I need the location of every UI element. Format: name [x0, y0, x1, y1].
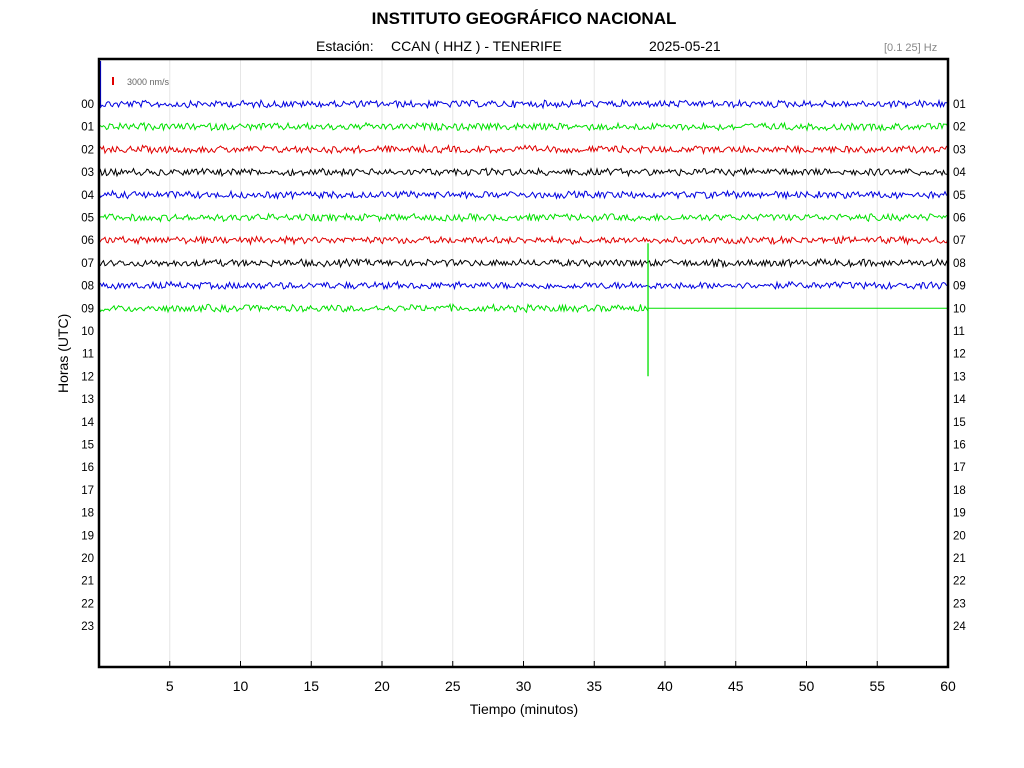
right-hour-label: 12 [953, 349, 966, 361]
left-hour-label: 23 [81, 621, 94, 633]
right-hour-label: 18 [953, 485, 966, 497]
left-hour-label: 03 [81, 167, 94, 179]
right-hour-label: 23 [953, 598, 966, 610]
right-hour-label: 24 [953, 621, 966, 633]
right-hour-label: 09 [953, 281, 966, 293]
x-tick-label: 25 [445, 678, 461, 694]
left-hour-label: 10 [81, 326, 94, 338]
x-tick-label: 30 [516, 678, 532, 694]
right-hour-label: 02 [953, 122, 966, 134]
seismogram-trace [98, 98, 949, 110]
y-axis-label: Horas (UTC) [55, 313, 71, 393]
left-hour-label: 01 [81, 122, 94, 134]
left-hour-label: 21 [81, 576, 94, 588]
seismogram-trace [98, 257, 949, 269]
x-tick-label: 55 [869, 678, 885, 694]
right-hour-label: 21 [953, 553, 966, 565]
right-hour-label: 14 [953, 394, 966, 406]
left-hour-label: 17 [81, 485, 94, 497]
right-hour-label: 04 [953, 167, 966, 179]
x-tick-label: 10 [233, 678, 249, 694]
seismogram-trace [98, 166, 949, 178]
left-hour-label: 08 [81, 281, 94, 293]
left-hour-label: 18 [81, 508, 94, 520]
left-hour-label: 07 [81, 258, 94, 270]
seismogram-trace [98, 143, 949, 156]
left-hour-label: 09 [81, 303, 94, 315]
x-tick-label: 5 [166, 678, 174, 694]
x-tick-label: 35 [586, 678, 602, 694]
right-hour-label: 22 [953, 576, 966, 588]
left-hour-label: 22 [81, 598, 94, 610]
seismogram-trace [98, 234, 949, 246]
right-hour-label: 05 [953, 190, 966, 202]
right-hour-label: 01 [953, 99, 966, 111]
filter-band: [0.1 25] Hz [884, 42, 938, 54]
right-hour-label: 17 [953, 462, 966, 474]
left-hour-label: 00 [81, 99, 94, 111]
seismogram-trace [98, 212, 949, 223]
seismogram-trace [98, 121, 949, 132]
seismogram-trace [98, 280, 948, 291]
right-hour-label: 10 [953, 303, 966, 315]
right-hour-label: 11 [953, 326, 965, 338]
date-label: 2025-05-21 [649, 38, 721, 54]
x-tick-label: 60 [940, 678, 956, 694]
right-hour-label: 08 [953, 258, 966, 270]
right-hour-label: 13 [953, 371, 966, 383]
right-hour-label: 15 [953, 417, 966, 429]
left-hour-label: 06 [81, 235, 94, 247]
left-hour-label: 14 [81, 417, 94, 429]
right-hour-label: 03 [953, 144, 966, 156]
seismogram-trace [98, 189, 949, 201]
x-tick-label: 40 [657, 678, 673, 694]
left-hour-label: 02 [81, 144, 94, 156]
x-tick-label: 45 [728, 678, 744, 694]
x-tick-label: 50 [799, 678, 815, 694]
scale-bar [112, 77, 114, 85]
right-hour-label: 20 [953, 530, 966, 542]
left-hour-label: 20 [81, 553, 94, 565]
left-hour-label: 11 [82, 349, 94, 361]
chart-title: INSTITUTO GEOGRÁFICO NACIONAL [371, 9, 677, 28]
left-hour-label: 15 [81, 440, 94, 452]
left-hour-label: 04 [81, 190, 94, 202]
left-hour-label: 16 [81, 462, 94, 474]
left-hour-label: 12 [81, 371, 94, 383]
left-hour-label: 05 [81, 213, 94, 225]
station-name: CCAN ( HHZ ) - TENERIFE [391, 38, 562, 54]
left-hour-label: 13 [81, 394, 94, 406]
left-hour-label: 19 [81, 530, 94, 542]
right-hour-label: 19 [953, 508, 966, 520]
x-axis-label: Tiempo (minutos) [469, 701, 579, 717]
right-hour-label: 06 [953, 213, 966, 225]
scale-label: 3000 nm/s [127, 77, 170, 87]
seismogram-trace [98, 302, 649, 314]
x-tick-label: 20 [374, 678, 390, 694]
right-hour-label: 07 [953, 235, 966, 247]
x-tick-label: 15 [303, 678, 319, 694]
right-hour-label: 16 [953, 440, 966, 452]
station-label: Estación: [316, 38, 374, 54]
